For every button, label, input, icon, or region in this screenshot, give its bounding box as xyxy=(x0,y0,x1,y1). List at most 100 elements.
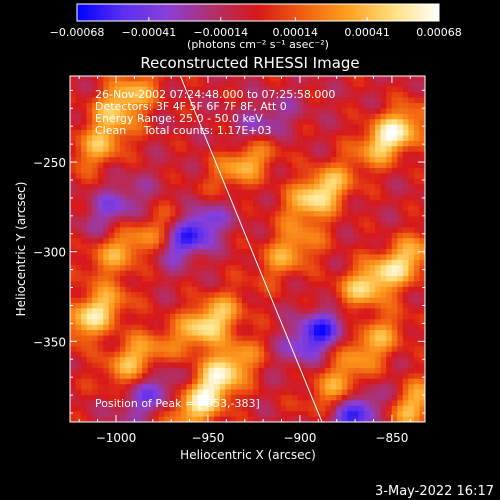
heatmap-cell xyxy=(352,319,359,326)
heatmap-cell xyxy=(219,384,226,390)
heatmap-cell xyxy=(92,216,99,223)
heatmap-cell xyxy=(114,254,121,261)
heatmap-cell xyxy=(275,367,282,374)
heatmap-cell xyxy=(158,103,165,109)
heatmap-cell xyxy=(175,394,182,401)
heatmap-cell xyxy=(192,324,198,331)
heatmap-cell xyxy=(136,151,143,158)
heatmap-cell xyxy=(197,411,204,417)
heatmap-cell xyxy=(169,351,176,358)
heatmap-cell xyxy=(92,76,99,82)
heatmap-cell xyxy=(258,265,265,272)
heatmap-cell xyxy=(214,103,221,109)
heatmap-cell xyxy=(81,416,88,422)
heatmap-cell xyxy=(264,324,271,331)
heatmap-cell xyxy=(341,286,348,293)
heatmap-cell xyxy=(86,119,93,126)
heatmap-cell xyxy=(286,340,293,347)
heatmap-cell xyxy=(236,400,243,407)
heatmap-cell xyxy=(330,340,337,347)
heatmap-cell xyxy=(375,97,382,104)
heatmap-cell xyxy=(319,362,326,369)
heatmap-cell xyxy=(125,162,132,169)
heatmap-cell xyxy=(302,221,309,228)
heatmap-cell xyxy=(97,254,104,261)
heatmap-cell xyxy=(275,254,282,261)
heatmap-cell xyxy=(269,249,276,255)
heatmap-cell xyxy=(236,265,243,272)
heatmap-cell xyxy=(103,249,110,255)
heatmap-cell xyxy=(325,265,332,272)
heatmap-cell xyxy=(131,319,137,326)
heatmap-cell xyxy=(86,200,93,207)
heatmap-cell xyxy=(341,340,348,347)
heatmap-cell xyxy=(314,254,321,261)
heatmap-cell xyxy=(402,254,409,261)
heatmap-cell xyxy=(92,411,99,417)
heatmap-cell xyxy=(214,238,221,244)
heatmap-cell xyxy=(297,319,304,326)
heatmap-cell xyxy=(352,416,359,422)
heatmap-cell xyxy=(186,243,193,250)
heatmap-cell xyxy=(131,205,137,212)
heatmap-cell xyxy=(136,276,143,282)
heatmap-cell xyxy=(319,324,326,331)
heatmap-cell xyxy=(153,351,160,358)
heatmap-cell xyxy=(81,167,88,174)
heatmap-cell xyxy=(247,162,254,169)
heatmap-cell xyxy=(330,162,337,169)
heatmap-cell xyxy=(308,313,315,320)
heatmap-cell xyxy=(280,227,287,234)
heatmap-cell xyxy=(203,200,210,207)
heatmap-cell xyxy=(241,362,248,369)
heatmap-cell xyxy=(264,297,271,304)
heatmap-cell xyxy=(275,330,282,336)
heatmap-cell xyxy=(286,157,293,163)
heatmap-cell xyxy=(208,313,215,320)
heatmap-cell xyxy=(253,108,259,115)
heatmap-cell xyxy=(375,167,382,174)
heatmap-cell xyxy=(158,276,165,282)
heatmap-cell xyxy=(153,76,160,82)
heatmap-cell xyxy=(363,97,370,104)
heatmap-cell xyxy=(158,384,165,390)
heatmap-cell xyxy=(347,303,354,309)
heatmap-cell xyxy=(86,254,93,261)
heatmap-cell xyxy=(158,346,165,353)
heatmap-cell xyxy=(286,173,293,180)
heatmap-cell xyxy=(336,265,343,272)
heatmap-cell xyxy=(186,405,193,412)
heatmap-cell xyxy=(386,194,393,201)
heatmap-cell xyxy=(92,167,99,174)
heatmap-cell xyxy=(275,81,282,88)
heatmap-cell xyxy=(358,243,365,250)
heatmap-cell xyxy=(308,270,315,277)
heatmap-cell xyxy=(164,119,171,126)
heatmap-cell xyxy=(180,119,187,126)
heatmap-cell xyxy=(175,140,182,147)
heatmap-cell xyxy=(352,232,359,239)
heatmap-cell xyxy=(330,243,337,250)
heatmap-cell xyxy=(108,184,115,190)
heatmap-cell xyxy=(314,173,321,180)
heatmap-cell xyxy=(153,249,160,255)
heatmap-cell xyxy=(147,162,154,169)
heatmap-cell xyxy=(336,221,343,228)
heatmap-cell xyxy=(330,276,337,282)
heatmap-cell xyxy=(108,167,115,174)
heatmap-cell xyxy=(214,194,221,201)
heatmap-cell xyxy=(280,394,287,401)
heatmap-cell xyxy=(419,76,425,82)
heatmap-cell xyxy=(375,378,382,385)
heatmap-cell xyxy=(330,297,337,304)
heatmap-cell xyxy=(230,221,237,228)
heatmap-cell xyxy=(103,76,110,82)
heatmap-cell xyxy=(302,216,309,223)
heatmap-cell xyxy=(164,357,171,363)
heatmap-cell xyxy=(369,81,376,88)
heatmap-cell xyxy=(275,259,282,266)
heatmap-cell xyxy=(397,249,404,255)
heatmap-cell xyxy=(275,130,282,136)
heatmap-cell xyxy=(308,362,315,369)
heatmap-cell xyxy=(131,362,137,369)
